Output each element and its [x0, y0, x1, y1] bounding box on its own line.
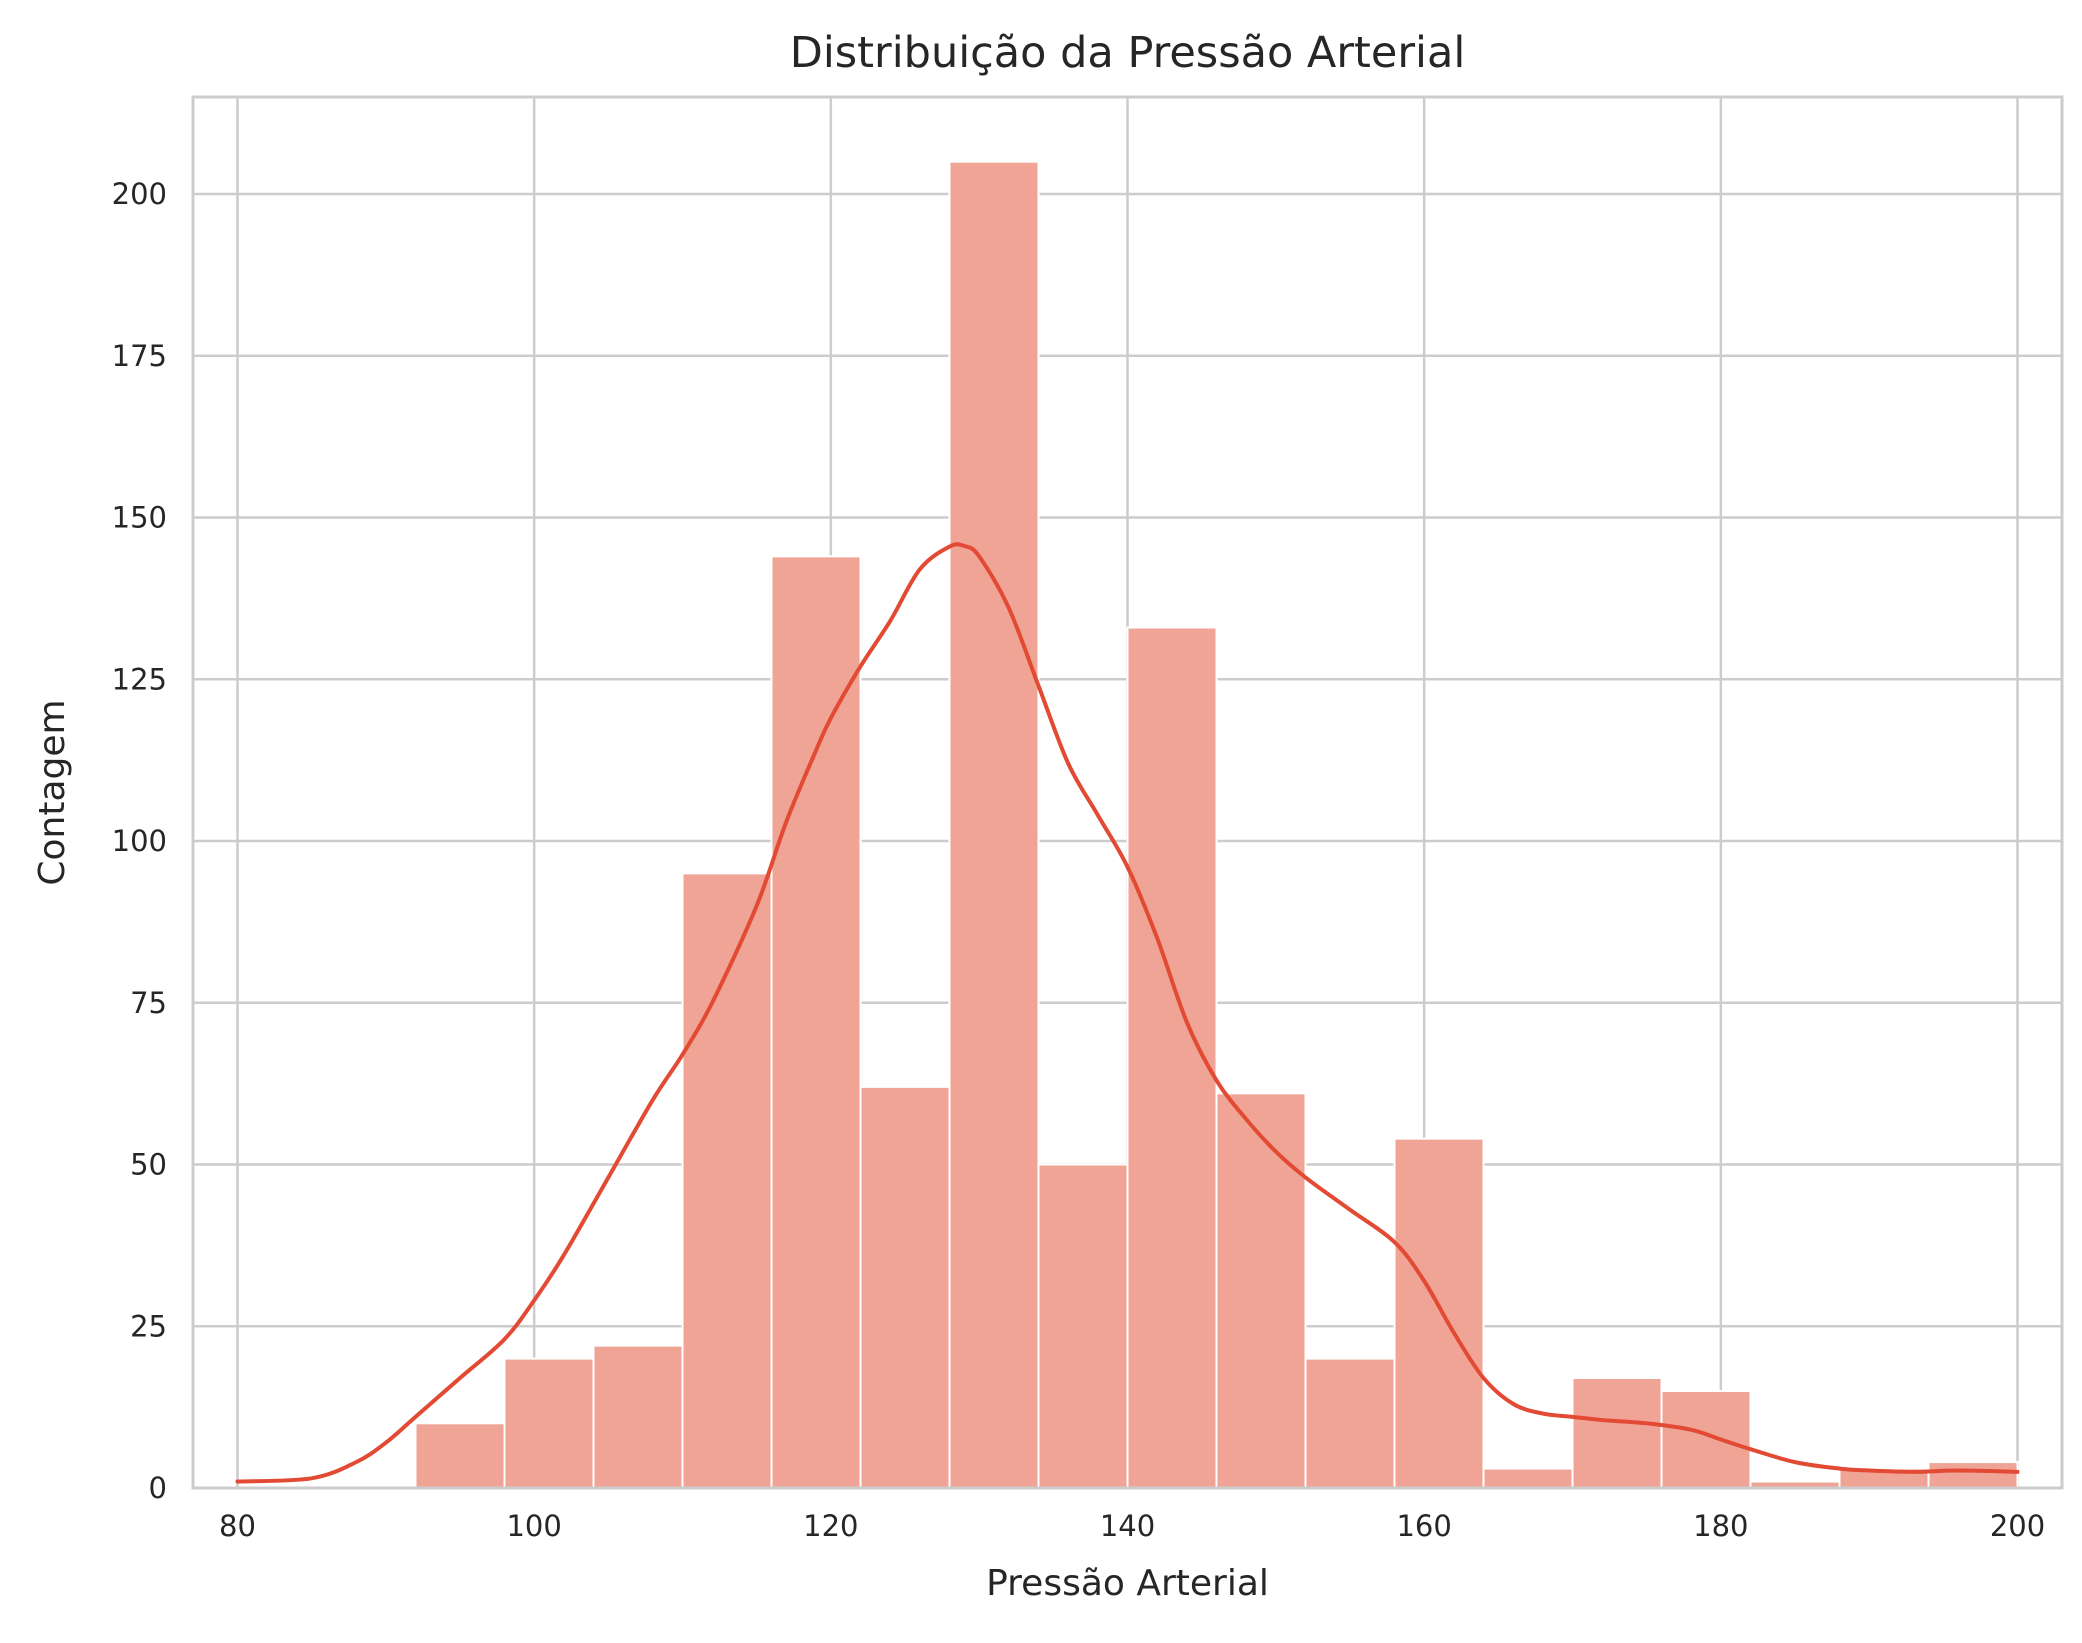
x-tick-label: 200 [1990, 1509, 2045, 1543]
histogram-bar [1215, 1092, 1307, 1490]
histogram-bar [592, 1344, 684, 1490]
x-tick-label: 100 [506, 1509, 561, 1543]
histogram-bar [1482, 1467, 1574, 1489]
histogram-bar [1571, 1377, 1663, 1489]
y-tick-label: 25 [130, 1309, 167, 1343]
histogram-bars [414, 160, 2019, 1490]
histogram-bar [770, 555, 862, 1489]
y-tick-label: 125 [112, 662, 167, 696]
histogram-bar [1393, 1137, 1485, 1489]
y-axis-label: Contagem [32, 699, 73, 885]
x-tick-label: 120 [803, 1509, 858, 1543]
x-tick-label: 160 [1396, 1509, 1451, 1543]
histogram-bar [414, 1422, 506, 1490]
histogram-bar [1304, 1357, 1396, 1489]
y-tick-labels: 0 25 50 75 100 125 150 175 200 [112, 177, 167, 1505]
x-tick-labels: 80 100 120 140 160 180 200 [219, 1509, 2045, 1543]
chart-title: Distribuição da Pressão Arterial [790, 28, 1466, 78]
histogram-bar [503, 1357, 595, 1489]
y-tick-label: 75 [130, 986, 167, 1020]
kde-line [235, 542, 2020, 1484]
histogram-bar [1660, 1389, 1752, 1489]
histogram-bar [859, 1085, 951, 1489]
y-tick-label: 150 [112, 501, 167, 535]
y-tick-label: 50 [130, 1148, 167, 1182]
y-tick-label: 100 [112, 824, 167, 858]
histogram-bar [1037, 1163, 1129, 1489]
x-tick-label: 140 [1100, 1509, 1155, 1543]
x-tick-label: 80 [219, 1509, 256, 1543]
histogram-bar [1927, 1461, 2019, 1490]
histogram-bar [948, 160, 1040, 1490]
x-tick-label: 180 [1693, 1509, 1748, 1543]
plot-frame [191, 95, 2064, 1490]
y-tick-label: 175 [112, 339, 167, 373]
y-tick-label: 200 [112, 177, 167, 211]
y-tick-label: 0 [149, 1471, 167, 1505]
x-axis-label: Pressão Arterial [986, 1563, 1269, 1604]
histogram-bar [681, 872, 773, 1489]
